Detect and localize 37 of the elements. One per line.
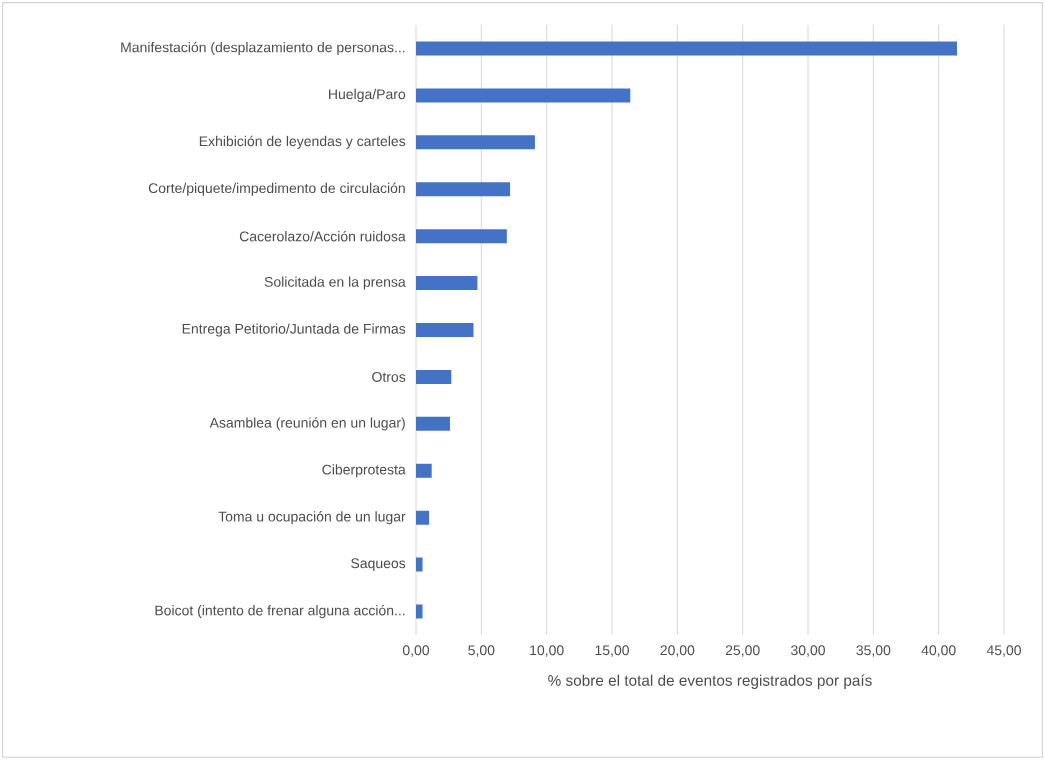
y-tick-label: Exhibición de leyendas y carteles — [199, 135, 406, 149]
y-tick-label: Solicitada en la prensa — [264, 276, 406, 290]
x-tick-label: 25,00 — [725, 645, 760, 657]
x-tick-label: 0,00 — [402, 645, 430, 657]
bar — [416, 416, 450, 431]
y-tick-label: Cacerolazo/Acción ruidosa — [239, 230, 406, 242]
bar — [416, 369, 452, 384]
x-axis-title: % sobre el total de eventos registrados por país — [548, 674, 872, 689]
x-tick-label: 20,00 — [660, 645, 695, 657]
bar — [416, 182, 511, 197]
bar — [416, 604, 423, 619]
bar — [416, 229, 507, 244]
y-tick-label: Corte/piquete/impedimento de circulación — [148, 182, 405, 196]
y-tick-label: Asamblea (reunión en un lugar) — [209, 417, 405, 431]
bar — [416, 276, 478, 291]
x-tick-label: 15,00 — [595, 645, 629, 657]
y-tick-label: Toma u ocupación de un lugar — [218, 511, 406, 525]
bar — [416, 463, 432, 478]
y-tick-label: Huelga/Paro — [329, 88, 406, 102]
x-tick-label: 45,00 — [986, 645, 1021, 657]
y-tick-label: Manifestación (desplazamiento de personas... — [121, 41, 405, 56]
x-tick-label: 30,00 — [791, 645, 825, 657]
y-tick-label: Entrega Petitorio/Juntada de Firmas — [182, 323, 406, 337]
bar — [416, 323, 474, 337]
bar — [416, 510, 430, 525]
y-tick-label: Boicot (intento de frenar alguna acción... — [155, 604, 405, 619]
y-tick-label: Saqueos — [351, 558, 406, 571]
x-tick-label: 35,00 — [856, 645, 891, 657]
bar — [416, 557, 423, 572]
bar — [416, 88, 631, 103]
bar — [416, 41, 957, 56]
x-tick-label: 10,00 — [530, 645, 564, 657]
x-tick-label: 5,00 — [468, 645, 495, 657]
x-tick-label: 40,00 — [921, 645, 956, 657]
bar — [416, 135, 535, 150]
y-tick-label: Otros — [372, 371, 406, 382]
y-tick-label: Ciberprotesta — [322, 464, 406, 478]
